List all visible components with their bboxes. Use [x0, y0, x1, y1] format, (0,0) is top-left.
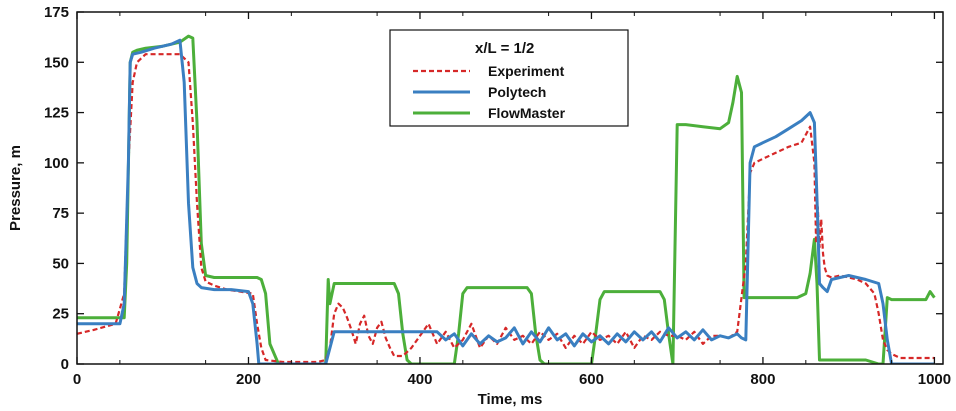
y-tick-label: 75 — [52, 205, 69, 222]
series-line-flowmaster — [77, 34, 936, 364]
x-tick-label: 200 — [236, 371, 261, 388]
x-tick-label: 600 — [579, 371, 604, 388]
axis-ticks: 0 200 400 600 800 1000 0 25 50 75 100 125 150 175 — [44, 4, 951, 388]
legend-label-experiment: Experiment — [488, 63, 565, 79]
legend: x/L = 1/2 Experiment Polytech FlowMaster — [389, 29, 629, 127]
x-tick-label: 0 — [73, 371, 81, 388]
y-tick-label: 175 — [44, 4, 69, 21]
legend-label-polytech: Polytech — [488, 84, 546, 100]
y-tick-label: 150 — [44, 54, 69, 71]
x-tick-label: 800 — [750, 371, 775, 388]
y-axis-title: Pressure, m — [7, 145, 24, 231]
legend-label-flowmaster: FlowMaster — [488, 105, 566, 121]
x-axis-title: Time, ms — [478, 391, 543, 408]
y-tick-label: 50 — [52, 255, 69, 272]
y-tick-label: 0 — [61, 356, 69, 373]
x-tick-label: 400 — [407, 371, 432, 388]
plot-frame — [76, 11, 944, 365]
y-tick-label: 100 — [44, 155, 69, 172]
series-line-polytech — [77, 38, 935, 364]
x-tick-label: 1000 — [918, 371, 951, 388]
legend-title: x/L = 1/2 — [475, 40, 534, 57]
legend-box — [389, 29, 629, 127]
series-layer — [77, 34, 936, 364]
y-tick-label: 125 — [44, 105, 69, 122]
y-tick-label: 25 — [52, 306, 69, 323]
